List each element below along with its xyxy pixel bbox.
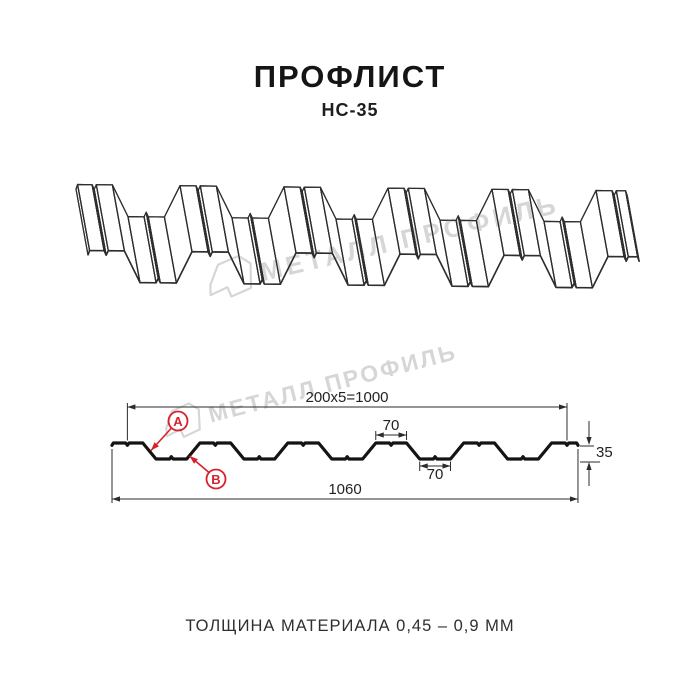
watermark-text: МЕТАЛЛ ПРОФИЛЬ bbox=[206, 338, 460, 427]
footer-text: ТОЛЩИНА МАТЕРИАЛА 0,45 – 0,9 ММ bbox=[185, 617, 515, 635]
metall-profil-logo-icon bbox=[165, 402, 201, 438]
dimension-lines bbox=[111, 403, 600, 503]
marker-arrows bbox=[150, 427, 210, 474]
callout-markers: А В bbox=[150, 410, 227, 490]
dimension-label-module: 200x5=1000 bbox=[306, 389, 389, 406]
cross-section-profile bbox=[110, 441, 580, 461]
page-title: ПРОФЛИСТ bbox=[253, 59, 447, 94]
page-subtitle: НС-35 bbox=[321, 100, 379, 120]
dimension-label-crest-width: 70 bbox=[383, 417, 400, 434]
marker-a-circle bbox=[167, 410, 189, 432]
dimension-labels: 200x5=1000 70 70 1060 35 bbox=[306, 389, 613, 498]
metall-profil-logo-icon bbox=[209, 254, 253, 298]
marker-a-label: А bbox=[173, 414, 183, 429]
sheet-3d-outline bbox=[75, 183, 640, 289]
dimension-label-trough-width: 70 bbox=[427, 466, 444, 483]
marker-b-label: В bbox=[211, 472, 220, 487]
sheet-3d-faces bbox=[75, 183, 640, 289]
dimension-label-overall-width: 1060 bbox=[328, 481, 361, 498]
dimension-label-height: 35 bbox=[596, 444, 613, 461]
marker-b-circle bbox=[205, 468, 227, 490]
